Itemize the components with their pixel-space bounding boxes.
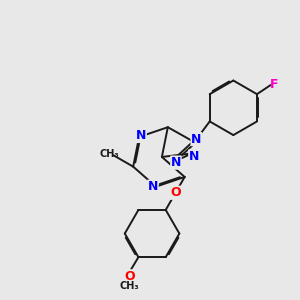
Text: N: N [136,129,146,142]
Text: F: F [270,78,279,91]
Text: CH₃: CH₃ [119,281,139,291]
Text: N: N [148,180,158,193]
Text: N: N [191,133,201,146]
Text: CH₃: CH₃ [100,149,119,159]
Text: O: O [124,270,135,283]
Text: N: N [171,156,181,169]
Text: N: N [189,150,199,163]
Text: O: O [170,186,181,199]
